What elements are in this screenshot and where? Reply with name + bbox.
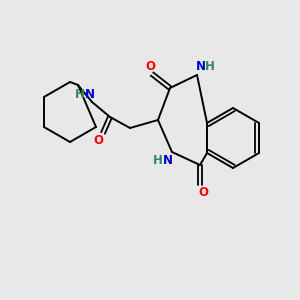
Text: N: N [163, 154, 173, 167]
Text: N: N [85, 88, 95, 101]
Text: O: O [145, 61, 155, 74]
Text: H: H [153, 154, 163, 167]
Text: N: N [196, 61, 206, 74]
Text: O: O [93, 134, 103, 146]
Text: O: O [198, 185, 208, 199]
Text: H: H [205, 61, 215, 74]
Text: H: H [75, 88, 85, 101]
